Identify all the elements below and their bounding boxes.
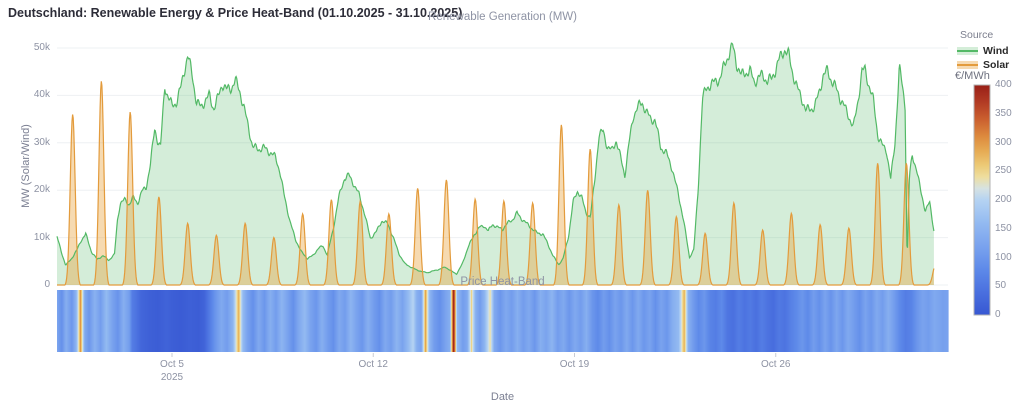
y-axis-title: MW (Solar/Wind) bbox=[20, 124, 32, 208]
page-title: Deutschland: Renewable Energy & Price He… bbox=[8, 6, 463, 20]
y-tick-label: 20k bbox=[33, 184, 50, 196]
legend-title: Source bbox=[960, 29, 994, 41]
solar-area bbox=[57, 81, 934, 285]
heatband-title: Price Heat-Band bbox=[460, 276, 545, 288]
x-axis-ticks bbox=[171, 353, 777, 357]
x-tick-label: Oct 19 bbox=[559, 359, 590, 370]
y-tick-label: 40k bbox=[33, 89, 50, 101]
y-tick-label: 50k bbox=[33, 42, 50, 53]
colorbar-tick-label: 400 bbox=[995, 79, 1012, 90]
legend-label-wind: Wind bbox=[983, 45, 1009, 57]
wind-line bbox=[56, 42, 935, 276]
x-tick-label: Oct 12 bbox=[358, 359, 388, 370]
solar-line bbox=[57, 81, 935, 286]
x-axis-title: Date bbox=[490, 391, 515, 403]
price-heatband bbox=[57, 290, 949, 352]
colorbar-title: €/MWh bbox=[955, 70, 990, 82]
colorbar bbox=[973, 84, 991, 316]
legend-label-solar: Solar bbox=[983, 59, 1010, 71]
x-tick-label: Oct 26 bbox=[761, 359, 791, 370]
colorbar-tick-label: 300 bbox=[995, 136, 1012, 148]
wind-area bbox=[57, 43, 934, 286]
colorbar-tick-label: 200 bbox=[995, 194, 1012, 205]
colorbar-tick-label: 100 bbox=[995, 251, 1012, 263]
y-tick-label: 10k bbox=[33, 231, 50, 243]
colorbar-tick-label: 250 bbox=[995, 165, 1012, 177]
wind-swatch-icon bbox=[957, 47, 978, 55]
x-tick-sublabel: 2025 bbox=[160, 372, 184, 383]
colorbar-tick-label: 150 bbox=[995, 222, 1012, 234]
colorbar-tick-label: 350 bbox=[995, 107, 1012, 119]
solar-swatch-icon bbox=[957, 61, 978, 69]
generation-chart-title: Renewable Generation (MW) bbox=[428, 11, 577, 23]
colorbar-tick-label: 50 bbox=[995, 280, 1007, 292]
colorbar-tick-label: 0 bbox=[995, 309, 1001, 320]
y-tick-label: 30k bbox=[33, 136, 50, 148]
x-tick-label: Oct 5 bbox=[160, 359, 184, 370]
y-tick-label: 0 bbox=[44, 279, 50, 290]
